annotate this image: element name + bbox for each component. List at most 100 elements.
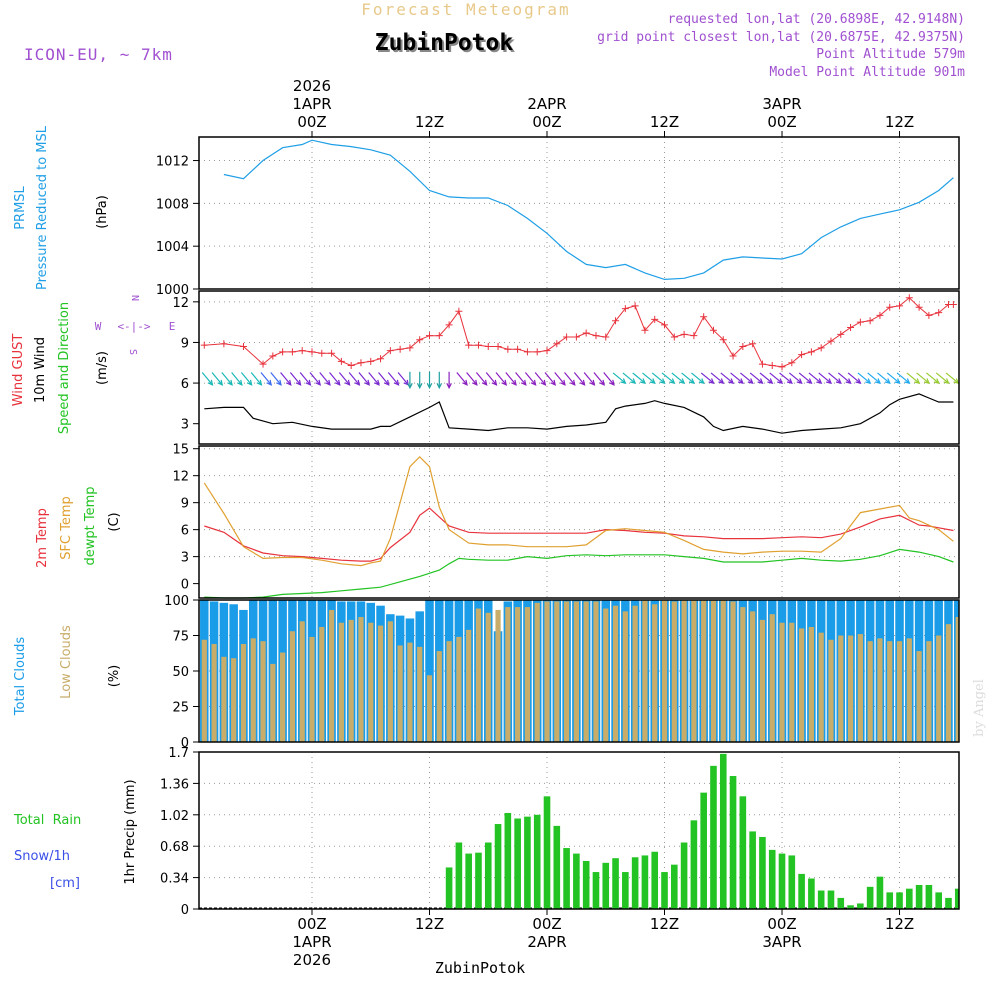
- temp-label-sfc: SFC Temp: [59, 496, 74, 560]
- wind-arrow-head: [767, 378, 774, 384]
- wind-arrow-head: [501, 379, 508, 386]
- wind-arrow-shaft: [299, 372, 311, 386]
- wind-arrow-shaft: [358, 372, 370, 386]
- time-label-top: 00Z: [767, 113, 796, 131]
- wind-arrow-shaft: [240, 372, 253, 386]
- y-tick-label: 1000: [156, 283, 189, 298]
- wind-arrow: [564, 372, 576, 386]
- low-cloud-bar: [622, 611, 628, 742]
- wind-arrow-shaft: [593, 372, 605, 386]
- wind-arrow-head: [276, 379, 282, 386]
- gust-marker: [357, 359, 365, 367]
- wind-arrow-shaft: [573, 372, 586, 386]
- wind-arrow-head: [436, 383, 443, 390]
- cloud-label-total: Total Clouds: [13, 637, 28, 717]
- wind-arrow-head: [777, 378, 784, 384]
- wind-arrow-shaft: [681, 372, 695, 384]
- wind-arrow: [515, 372, 527, 386]
- low-cloud-bar: [691, 600, 697, 742]
- closest-coords: grid point closest lon,lat (20.6875E, 42…: [597, 30, 965, 45]
- rain-bar: [475, 852, 482, 909]
- rain-bar: [837, 897, 845, 909]
- low-cloud-bar: [573, 601, 579, 742]
- low-cloud-bar: [563, 601, 570, 742]
- wind-arrow: [710, 372, 725, 384]
- gust-marker: [484, 343, 492, 351]
- rain-bar: [906, 888, 913, 909]
- wind-arrow: [926, 372, 940, 384]
- time-label-top: 1APR: [292, 95, 331, 113]
- wind-arrow: [749, 372, 764, 384]
- gust-marker: [876, 311, 884, 319]
- wind-arrow: [857, 372, 872, 384]
- rain-bar: [504, 812, 512, 909]
- y-tick-label: 0: [181, 578, 189, 593]
- wind-arrow-shaft: [544, 372, 556, 386]
- wind-arrow: [906, 372, 921, 384]
- gust-marker: [572, 333, 580, 341]
- y-tick-label: 0: [181, 736, 189, 751]
- wind-arrow-shaft: [779, 372, 793, 384]
- wind-arrow: [260, 372, 273, 386]
- wind-arrow-head: [874, 378, 882, 384]
- wind-arrow: [769, 372, 784, 384]
- gust-marker: [778, 363, 786, 371]
- gust-marker: [474, 341, 482, 349]
- wind-arrow-shaft: [495, 372, 507, 386]
- wind-arrow-shaft: [338, 372, 350, 386]
- low-cloud-bar: [495, 609, 501, 742]
- wind-arrow-head: [325, 379, 331, 386]
- gust-marker: [651, 315, 659, 323]
- y-tick-label: 1004: [156, 240, 189, 255]
- low-cloud-bar: [368, 622, 374, 742]
- wind-arrow: [583, 372, 596, 386]
- low-cloud-bar: [201, 639, 207, 742]
- low-cloud-bar: [857, 634, 863, 742]
- y-tick-label: 9: [181, 497, 189, 512]
- gust-marker: [949, 301, 957, 309]
- gust-marker: [690, 332, 698, 340]
- wind-arrow-head: [679, 378, 686, 384]
- temp-2m-line: [204, 507, 954, 562]
- wind-arrow-head: [630, 378, 637, 384]
- gust-marker: [827, 337, 835, 345]
- low-cloud-bar: [358, 617, 364, 742]
- wind-arrow-head: [757, 378, 764, 384]
- wind-arrow-shaft: [739, 372, 754, 384]
- wind-arrow-shaft: [456, 372, 468, 386]
- rain-bar: [651, 851, 659, 909]
- low-cloud-bar: [779, 622, 785, 742]
- low-cloud-bar: [280, 652, 286, 742]
- gust-marker: [416, 336, 424, 344]
- rain-bar: [641, 855, 649, 909]
- low-cloud-bar: [446, 641, 452, 742]
- time-label-bottom: 00Z: [532, 915, 561, 933]
- panel-frame: [198, 136, 960, 290]
- wind-arrow-shaft: [564, 372, 576, 386]
- gust-marker: [200, 341, 208, 349]
- wind-arrow: [612, 372, 627, 384]
- compass-rose: N W <-|-> E S: [95, 295, 176, 355]
- precip-label-rain: Total Rain: [13, 813, 81, 828]
- wind-arrow: [436, 371, 443, 390]
- wind-arrow-head: [845, 378, 852, 384]
- wind-arrow-head: [599, 379, 605, 386]
- plot-marks: [200, 294, 960, 434]
- rain-bar: [631, 857, 639, 909]
- gust-marker: [729, 352, 737, 360]
- wind-arrow-head: [589, 379, 596, 386]
- plot-area: [199, 137, 959, 289]
- wind-arrow-head: [884, 378, 891, 384]
- rain-bar: [612, 858, 619, 909]
- gust-marker: [896, 302, 904, 310]
- rain-bar: [671, 864, 678, 909]
- wind-arrow: [896, 372, 911, 384]
- temp-unit: (C): [107, 512, 122, 531]
- wind-arrow-shaft: [847, 372, 861, 384]
- rain-bar: [465, 853, 472, 909]
- gust-marker: [455, 307, 463, 315]
- wind-arrow: [378, 372, 390, 386]
- gust-marker: [220, 340, 228, 348]
- plot-marks: [199, 753, 959, 909]
- wind-arrow-shaft: [700, 372, 714, 384]
